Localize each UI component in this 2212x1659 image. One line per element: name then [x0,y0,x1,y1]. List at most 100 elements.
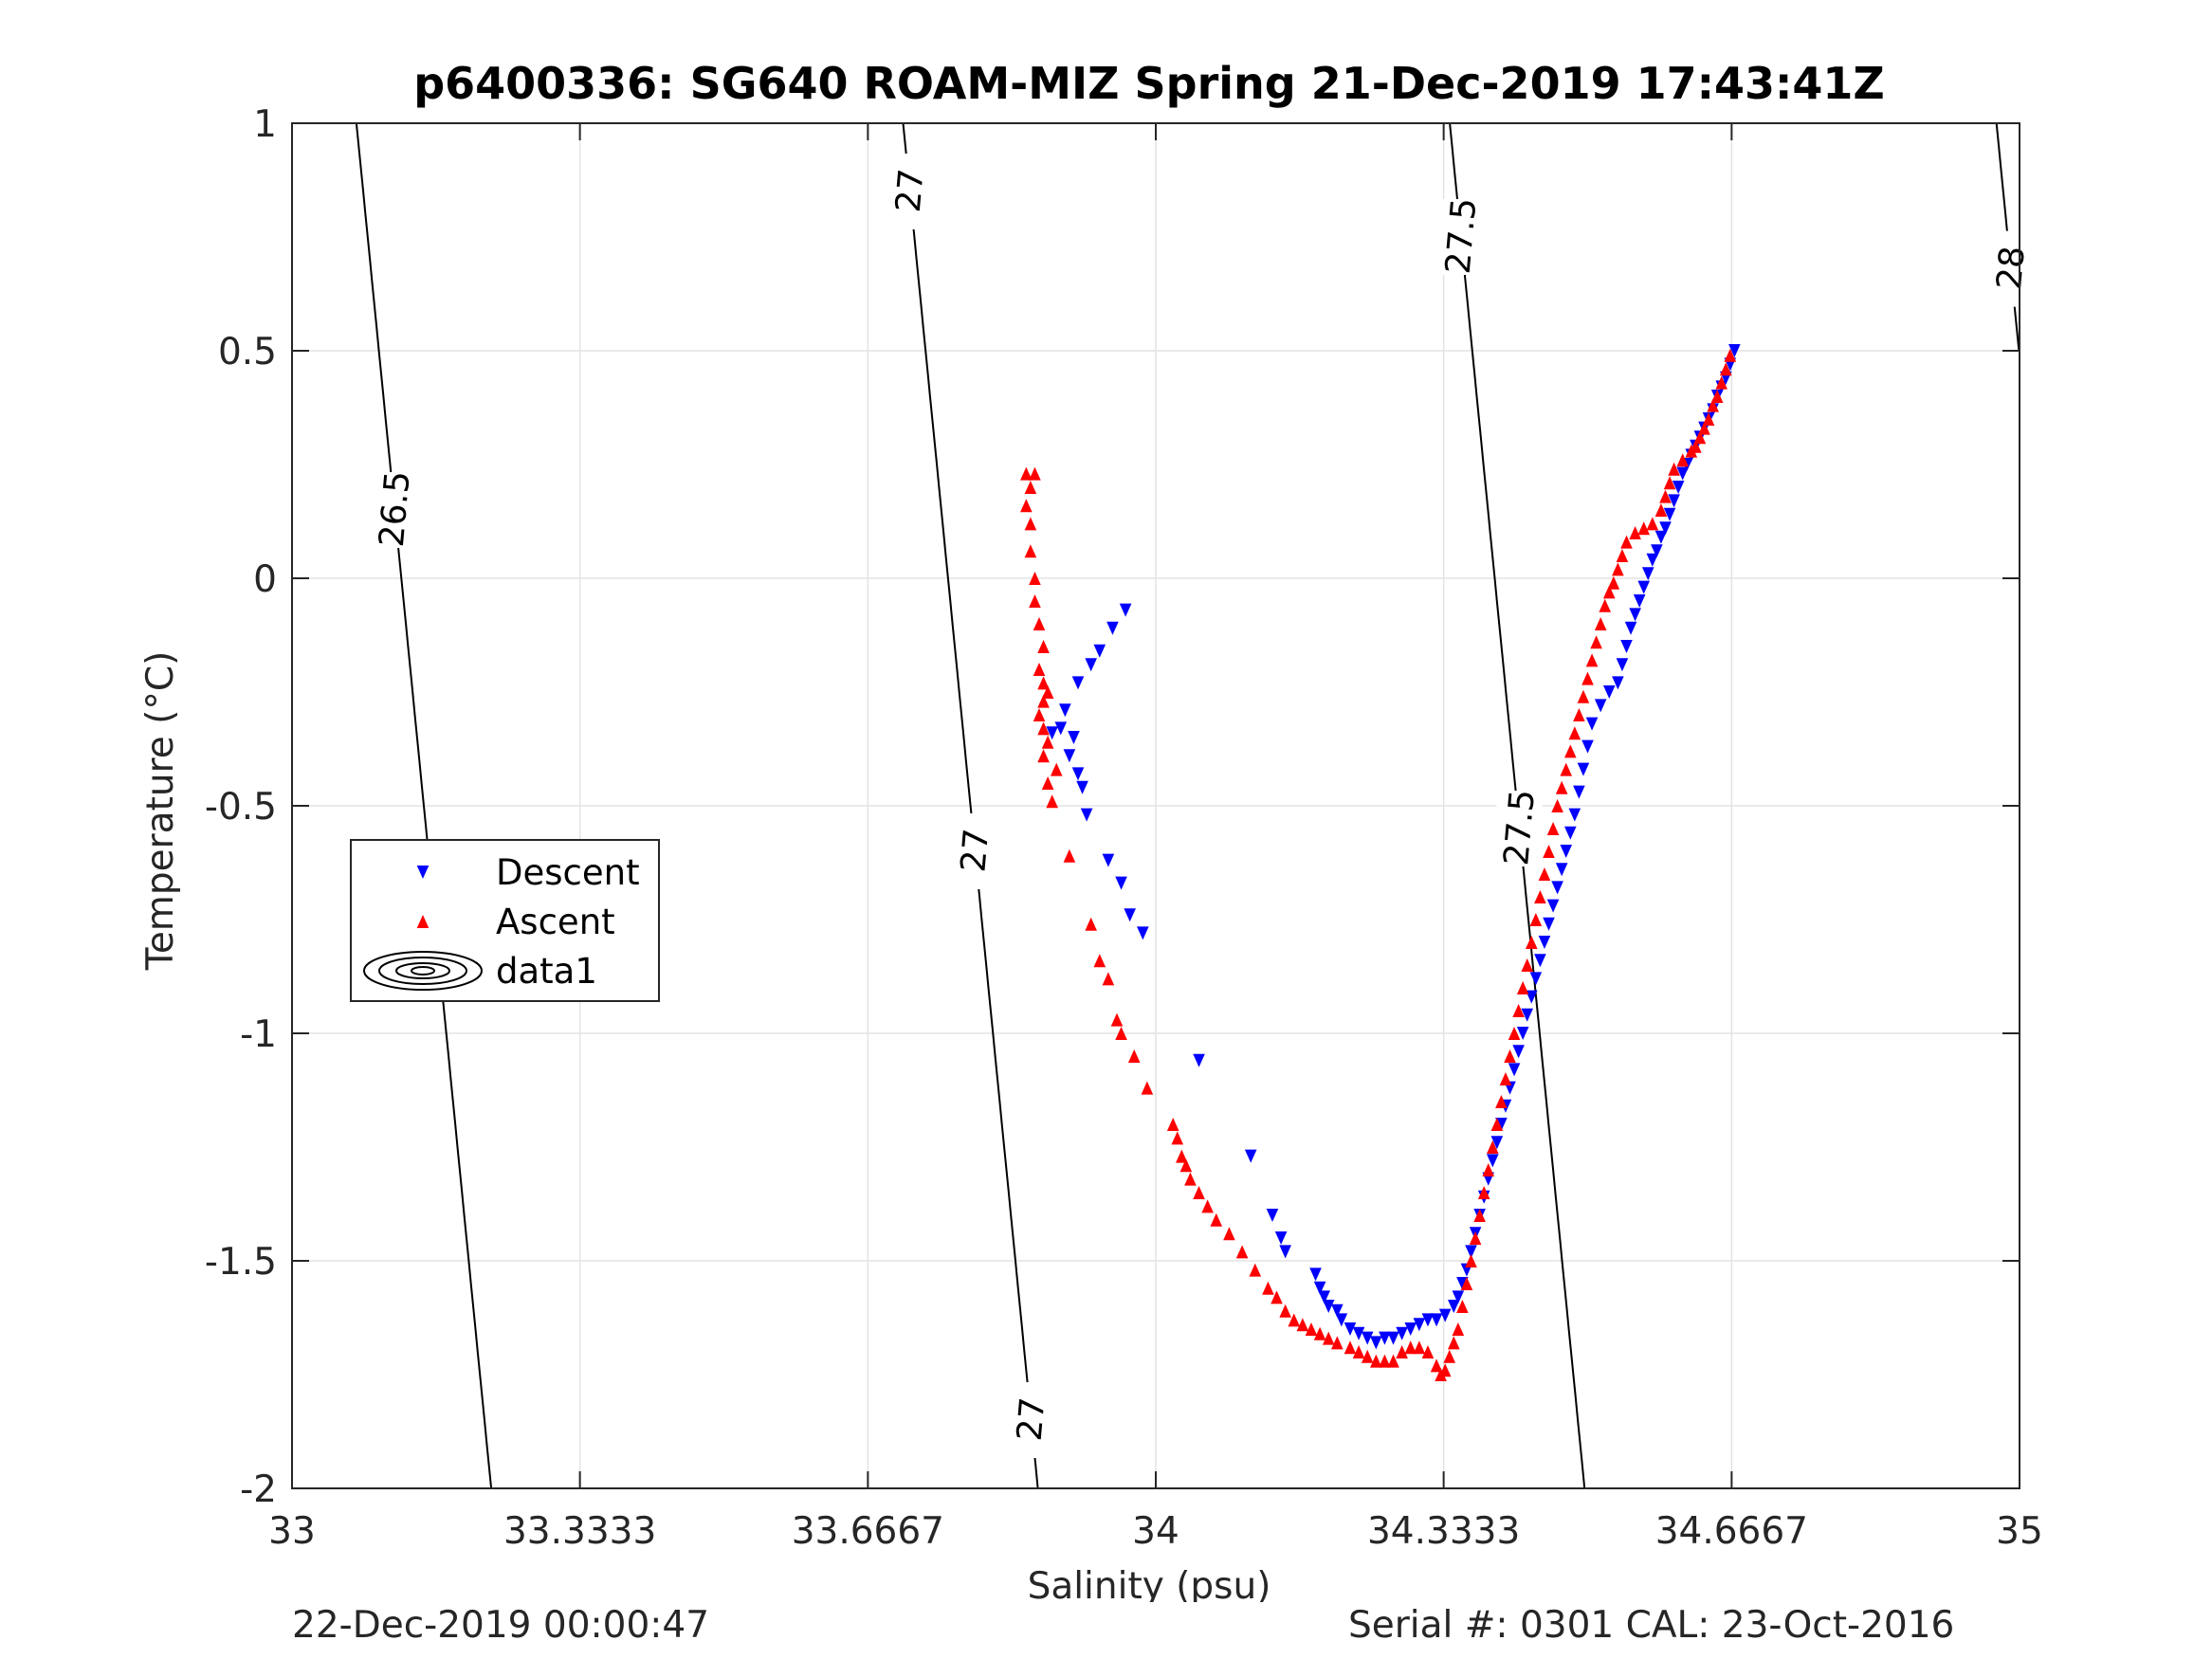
descent-point [1577,762,1590,776]
ascent-point [1568,726,1581,740]
ascent-point [1029,466,1041,481]
ascent-point [1396,1345,1408,1358]
ascent-point [1050,762,1063,776]
descent-point [1538,936,1551,949]
descent-point [1076,780,1088,794]
legend-ascent-marker [416,915,430,928]
x-axis-label: Salinity (psu) [1028,1565,1271,1602]
descent-point [1646,553,1659,567]
density-contour-label-bg [372,472,418,548]
descent-point [1521,1008,1534,1022]
descent-point [1543,917,1555,931]
descent-point [1651,544,1663,558]
chart-title: p6400336: SG640 ROAM-MIZ Spring 21-Dec-2… [413,58,1885,109]
descent-point [1659,521,1672,536]
descent-point [1624,621,1637,635]
descent-point [1413,1318,1426,1332]
ascent-point [1115,1027,1127,1040]
ascent-point [1249,1263,1262,1277]
x-tick-label: 33.6667 [792,1510,944,1553]
ascent-point [1166,1118,1179,1131]
descent-point [1629,608,1641,622]
ascent-point [1512,1004,1525,1017]
descent-point [1633,594,1646,608]
density-contour-label: 27 [889,167,932,213]
ascent-point [1460,1277,1473,1290]
ascent-point [1473,1209,1486,1222]
ascent-point [1387,1354,1399,1368]
ascent-point [1590,635,1602,649]
descent-point [1352,1326,1365,1340]
ascent-point [1210,1212,1223,1227]
footer-timestamp: 22-Dec-2019 00:00:47 [292,1604,710,1647]
ascent-point [1486,1140,1499,1154]
descent-point [1654,530,1668,544]
density-contour-label-bg [1008,1382,1054,1458]
descent-point [1396,1326,1408,1340]
y-axis-label: Temperature (°C) [139,651,182,972]
descent-point [1085,658,1097,672]
legend-box [350,839,660,1002]
descent-point [1534,954,1546,968]
ascent-point [1271,1290,1283,1304]
ascent-point [1296,1318,1309,1332]
density-contour-label-bg [1987,230,2034,307]
descent-point [1335,1313,1348,1327]
ascent-point [1024,517,1037,531]
descent-point [1594,699,1607,713]
ascent-point [1573,708,1585,721]
ascent-point [1110,1012,1124,1027]
ascent-point [1046,794,1058,809]
ascent-point [1201,1199,1214,1213]
ascent-point [1504,1049,1516,1063]
descent-point [1568,808,1581,822]
ascent-point [1435,1368,1447,1381]
descent-point [1274,1231,1288,1245]
ascent-point [1033,617,1046,630]
ascent-point [1361,1349,1374,1363]
x-tick-label: 33 [268,1510,316,1553]
descent-point [1452,1290,1465,1304]
descent-point [1404,1322,1417,1336]
density-contour-label-bg [1496,791,1543,866]
descent-point [1059,703,1071,718]
y-tick-label: 1 [253,103,277,146]
x-tick-label: 33.3333 [503,1510,656,1553]
descent-point [1071,767,1085,781]
descent-point [1318,1290,1330,1304]
descent-point [1581,739,1594,754]
ascent-point [1581,671,1594,685]
ascent-point [1413,1340,1426,1355]
footer-serial-cal: Serial #: 0301 CAL: 23-Oct-2016 [1348,1604,1955,1647]
ascent-point [1616,549,1629,562]
density-contour-label-bg [1437,199,1484,275]
ticks: 33 33.3333 33.6667 34 34.3333 34.6667 35 -2 -1.5… [205,103,2043,1553]
ascent-point [1469,1231,1482,1245]
ascent-point [1654,503,1668,517]
descent-point [1309,1267,1322,1282]
ascent-point [1193,1186,1205,1199]
ascent-point [1037,694,1050,708]
ascent-point [1698,421,1710,435]
descent-point [1370,1336,1382,1350]
ascent-point [1707,398,1719,412]
descent-point [1387,1331,1399,1345]
descent-point [1344,1322,1357,1336]
descent-point [1620,640,1633,653]
ascent-point [1037,721,1050,736]
descent-point [1313,1281,1326,1295]
ascent-point [1127,1049,1141,1063]
density-contour-label: 28 [1990,245,2033,291]
ascent-point [1646,517,1659,531]
ascent-point [1585,653,1599,667]
ascent-point [1085,917,1097,931]
x-tick-label: 34.3333 [1367,1510,1520,1553]
ascent-point [1607,575,1620,590]
ascent-point [1020,466,1033,481]
ascent-point [1235,1245,1249,1259]
descent-point [1668,494,1680,508]
ascent-point [1443,1349,1456,1363]
ascent-point [1041,735,1054,749]
descent-point [1641,567,1654,581]
ascent-point [1676,453,1690,467]
